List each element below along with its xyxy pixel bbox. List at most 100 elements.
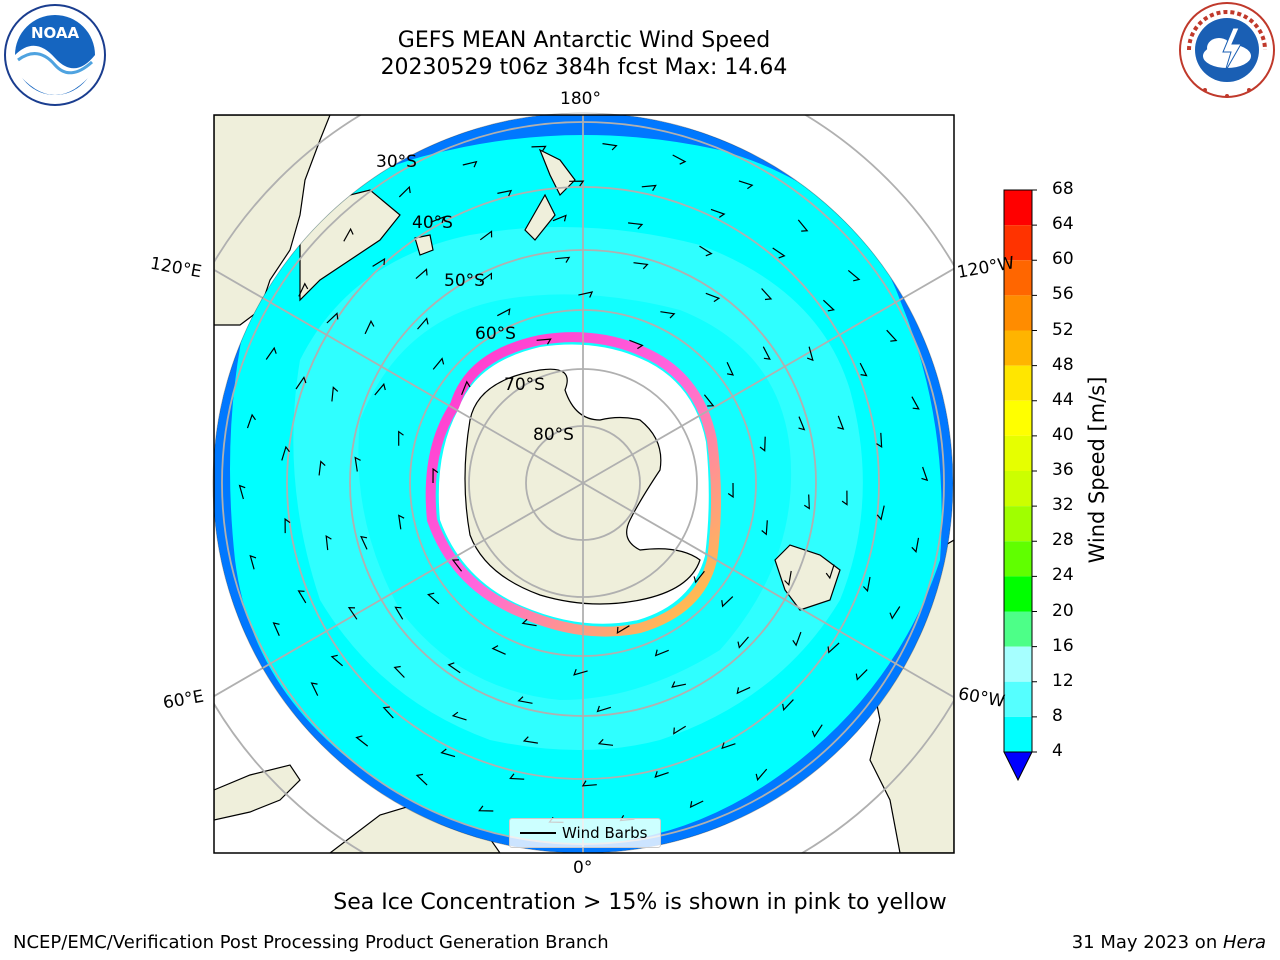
lat-label-80s: 80°S <box>533 425 574 445</box>
wind-barb <box>432 467 439 484</box>
sea-ice-ring <box>425 332 721 637</box>
colorbar-tick-label: 44 <box>1052 389 1074 410</box>
colorbar-tick-label: 4 <box>1052 741 1063 761</box>
wind-barb <box>310 682 319 696</box>
colorbar-segment <box>1004 295 1032 331</box>
lat-label-60s: 60°S <box>475 324 516 344</box>
colorbar-segment <box>1004 681 1032 717</box>
legend-label: Wind Barbs <box>562 824 648 842</box>
wind-barb <box>394 606 404 620</box>
wind-barb <box>798 416 806 431</box>
wind-barb <box>792 631 802 647</box>
wind-barb <box>355 735 369 747</box>
wind-barb <box>672 154 687 165</box>
wind-barb <box>330 654 343 667</box>
wind-barb <box>284 517 291 534</box>
colorbar-tick-label: 48 <box>1052 354 1074 375</box>
wind-barb <box>573 668 588 676</box>
wind-barb <box>755 768 768 782</box>
wind-barb <box>295 376 307 390</box>
wind-barb <box>326 312 339 324</box>
colorbar-segment <box>1004 365 1032 401</box>
colorbar-segment <box>1004 541 1032 577</box>
wind-barb <box>478 805 494 812</box>
wind-barb <box>555 256 571 263</box>
nws-logo-icon <box>1179 2 1275 98</box>
lat-label-50s: 50°S <box>444 271 485 291</box>
wind-barb <box>374 382 386 396</box>
wind-barb <box>654 649 669 657</box>
wind-barb <box>803 494 810 510</box>
wind-barb <box>398 430 404 446</box>
wind-barb <box>372 257 386 267</box>
wind-barb <box>354 456 361 472</box>
wind-barb <box>479 230 493 241</box>
wind-barb <box>629 339 644 350</box>
wind-barb <box>382 706 394 719</box>
colorbar-segment <box>1004 611 1032 647</box>
colorbar <box>1003 189 1037 753</box>
wind-barb <box>616 625 630 635</box>
wind-barb <box>797 219 809 232</box>
wind-barb <box>578 291 594 298</box>
wind-barb <box>889 606 901 620</box>
wind-barb <box>432 357 445 370</box>
wind-barb <box>596 705 612 713</box>
wind-barb <box>862 576 871 593</box>
title-line-2: 20230529 t06z 384h fcst Max: 14.64 <box>380 55 788 80</box>
wind-barb <box>461 380 471 396</box>
wind-barb <box>886 329 898 342</box>
wind-barb <box>597 738 614 746</box>
wind-barb <box>427 592 440 605</box>
title-line-1: GEFS MEAN Antarctic Wind Speed <box>397 28 771 53</box>
wind-barb <box>451 559 463 572</box>
lon-label-0: 0° <box>573 858 593 878</box>
wind-barb <box>772 247 786 259</box>
wind-barb <box>633 262 649 270</box>
wind-barb <box>272 622 280 637</box>
lat-label-30s: 30°S <box>376 152 417 172</box>
wind-barb <box>654 771 669 778</box>
map-legend: Wind Barbs <box>509 818 661 848</box>
wind-barb <box>876 432 883 449</box>
wind-barb <box>855 669 868 681</box>
colorbar-segment <box>1004 716 1032 752</box>
colorbar-segment <box>1004 576 1032 612</box>
wind-barb <box>822 299 835 312</box>
wind-barb <box>298 282 309 297</box>
wind-barb <box>641 184 657 192</box>
colorbar-tick-label: 24 <box>1052 565 1074 586</box>
wind-barb <box>281 445 290 461</box>
colorbar-tick-label: 52 <box>1052 319 1074 340</box>
wind-barb <box>738 180 754 190</box>
australia-landmass <box>214 115 331 326</box>
colorbar-title: Wind Speed [m/s] <box>1085 376 1109 564</box>
wind-barb <box>825 564 835 580</box>
footer-branch: NCEP/EMC/Verification Post Processing Pr… <box>13 932 609 953</box>
wind-barb <box>451 711 467 721</box>
wind-barb <box>721 596 734 608</box>
wind-barb <box>318 460 326 476</box>
wind-barb <box>876 505 885 521</box>
lon-label-180: 180° <box>560 89 601 109</box>
tasmania <box>414 234 434 256</box>
wind-barb <box>759 436 766 452</box>
wind-barb <box>246 413 256 429</box>
colorbar-segment <box>1004 435 1032 471</box>
wind-barb <box>703 394 715 407</box>
wind-barb <box>265 346 277 360</box>
wind-barb <box>762 346 771 360</box>
wind-barb <box>710 208 726 218</box>
wind-barb <box>727 482 734 499</box>
wind-barb <box>671 681 687 688</box>
wind-barb <box>811 724 823 738</box>
new-zealand-south <box>524 193 556 241</box>
wind-barb <box>859 362 868 377</box>
wind-barb <box>726 361 735 376</box>
wind-barb <box>628 222 644 230</box>
colorbar-tick-label: 8 <box>1052 705 1063 726</box>
colorbar-segment <box>1004 400 1032 436</box>
wind-barb <box>693 570 705 584</box>
colorbar-segment <box>1004 225 1032 261</box>
